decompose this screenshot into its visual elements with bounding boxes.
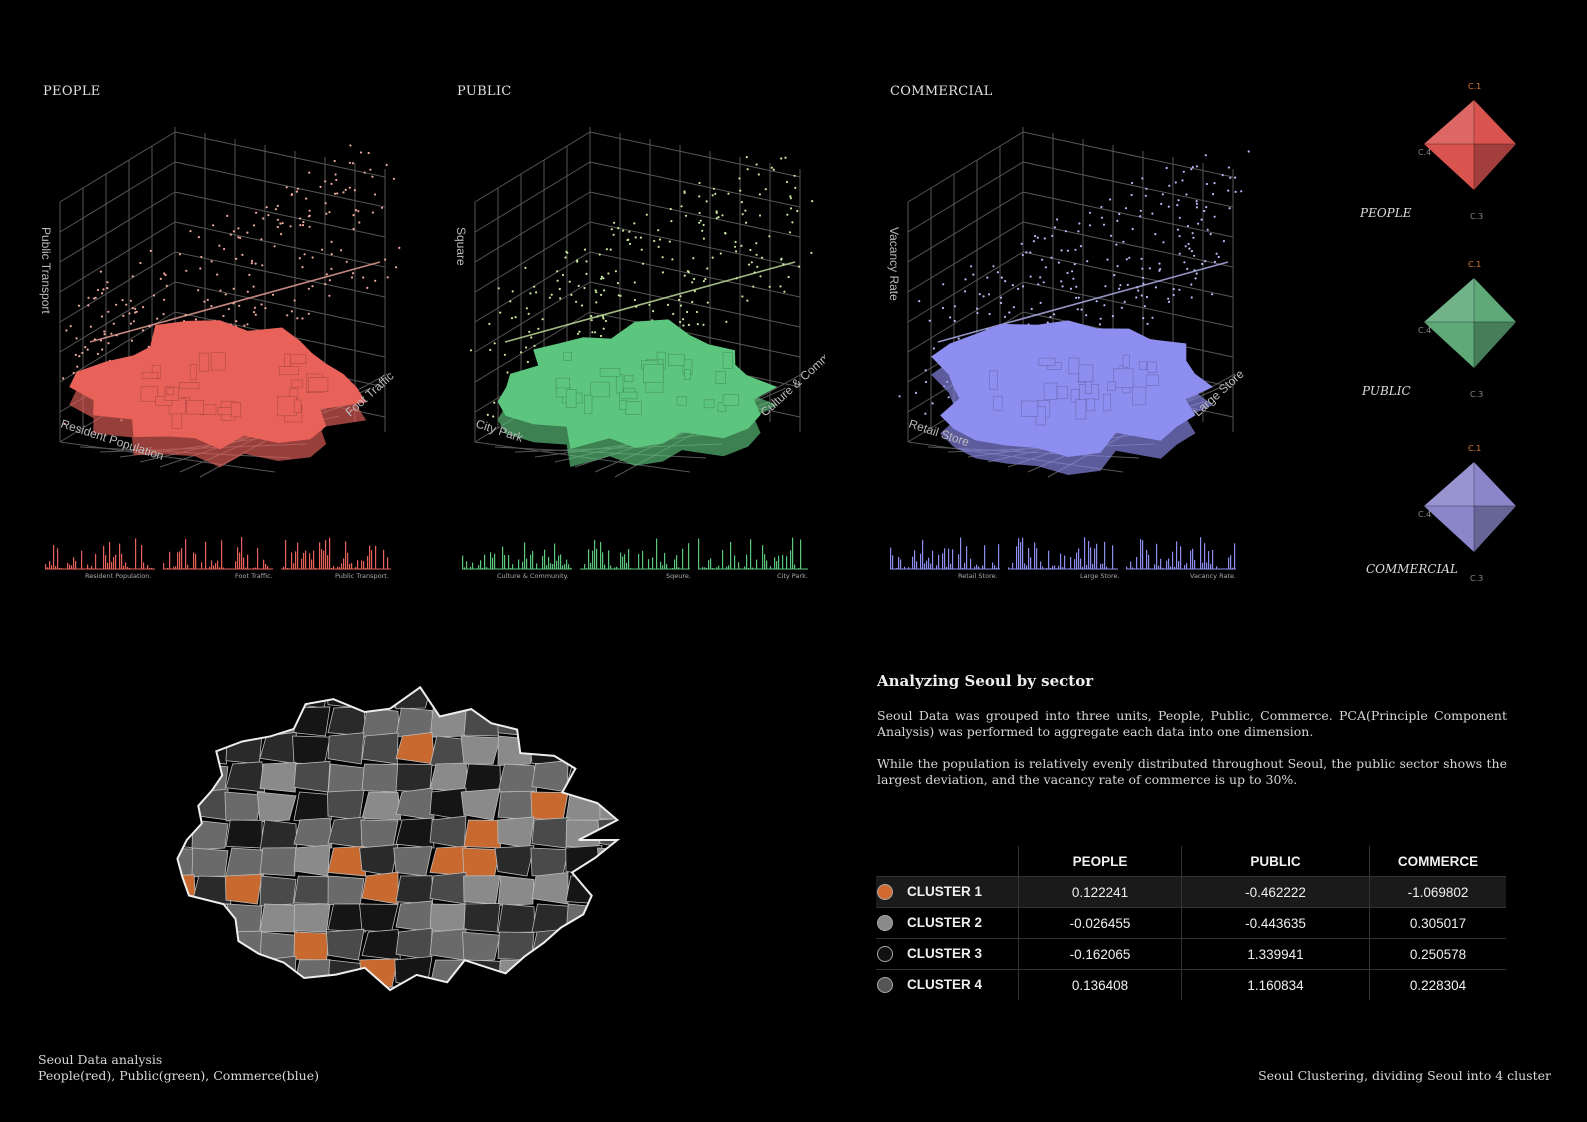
hist-label: City Park.	[777, 572, 808, 580]
radar-label-c1: C.1	[1468, 444, 1482, 453]
footer-line-1: Seoul Data analysis	[38, 1052, 163, 1067]
cluster-label: CLUSTER 1	[907, 883, 983, 899]
radar-people: C.1 C.4 C.3 PEOPLE	[1330, 78, 1570, 248]
table-cell: 1.339941	[1181, 938, 1370, 970]
table-header	[876, 846, 1019, 877]
axis-label-vertical: Square	[454, 227, 468, 266]
analysis-title: Analyzing Seoul by sector	[877, 672, 1094, 690]
footer-caption-right: Seoul Clustering, dividing Seoul into 4 …	[1258, 1068, 1551, 1083]
seoul-cluster-map	[176, 685, 621, 992]
table-cell: 0.122241	[1018, 876, 1182, 908]
cluster-label-cell: CLUSTER 4	[876, 969, 1019, 1000]
panel-title-commercial: COMMERCIAL	[890, 84, 993, 99]
hist-label: Sqeure.	[666, 572, 691, 580]
radar-commercial: C.1 C.4 C.3 COMMERCIAL	[1330, 440, 1570, 610]
hist-label: Public Transport.	[335, 572, 389, 580]
radar-public: C.1 C.4 C.3 PUBLIC	[1330, 256, 1570, 426]
cluster-label-cell: CLUSTER 1	[876, 876, 1019, 908]
hist-label: Resident Population.	[85, 572, 152, 580]
radar-label-c4: C.4	[1418, 510, 1432, 519]
radar-name: COMMERCIAL	[1366, 562, 1458, 576]
radar-label-c1: C.1	[1468, 260, 1482, 269]
axis-label-vertical: Vacancy Rate	[887, 227, 901, 301]
panel-title-public: PUBLIC	[457, 84, 512, 99]
radar-name: PEOPLE	[1360, 206, 1412, 220]
table-header: PUBLIC	[1181, 846, 1370, 877]
table-row: CLUSTER 4 0.136408 1.160834 0.228304	[876, 969, 1506, 1000]
table-row: CLUSTER 1 0.122241 -0.462222 -1.069802	[876, 876, 1506, 908]
panel-title-people: PEOPLE	[43, 84, 101, 99]
hist-label: Retail Store.	[958, 572, 998, 580]
table-row: CLUSTER 3 -0.162065 1.339941 0.250578	[876, 938, 1506, 970]
cluster-color-dot	[877, 884, 893, 901]
table-header: PEOPLE	[1018, 846, 1182, 877]
cluster-color-dot	[877, 915, 893, 932]
table-cell: -0.162065	[1018, 938, 1182, 970]
hist-label: Vacancy Rate.	[1190, 572, 1237, 580]
histogram-people: Resident Population. Foot Traffic. Publi…	[45, 530, 395, 580]
radar-label-c3: C.3	[1470, 212, 1484, 221]
table-row: CLUSTER 2 -0.026455 -0.443635 0.305017	[876, 907, 1506, 939]
table-cell: 0.228304	[1369, 969, 1506, 1000]
analysis-paragraph-1: Seoul Data was grouped into three units,…	[877, 708, 1507, 739]
table-cell: -0.462222	[1181, 876, 1370, 908]
table-cell: -0.026455	[1018, 907, 1182, 939]
footer-caption-left: Seoul Data analysis People(red), Public(…	[38, 1052, 319, 1084]
cluster-color-dot	[877, 977, 893, 994]
histogram-public: Culture & Community. Sqeure. City Park.	[462, 530, 812, 580]
analysis-paragraph-2: While the population is relatively evenl…	[877, 756, 1507, 787]
cluster-label-cell: CLUSTER 2	[876, 907, 1019, 939]
cluster-label: CLUSTER 3	[907, 945, 983, 961]
cluster-color-dot	[877, 946, 893, 963]
radar-label-c3: C.3	[1470, 390, 1484, 399]
table-cell: -1.069802	[1369, 876, 1506, 908]
hist-label: Culture & Community.	[497, 572, 569, 580]
cluster-label-cell: CLUSTER 3	[876, 938, 1019, 970]
footer-line-2: People(red), Public(green), Commerce(blu…	[38, 1068, 319, 1083]
histogram-commercial: Retail Store. Large Store. Vacancy Rate.	[890, 530, 1240, 580]
table-cell: 0.136408	[1018, 969, 1182, 1000]
cluster-label: CLUSTER 2	[907, 914, 983, 930]
table-cell: 0.250578	[1369, 938, 1506, 970]
table-cell: 1.160834	[1181, 969, 1370, 1000]
radar-label-c3: C.3	[1470, 574, 1484, 583]
table-header: COMMERCE	[1369, 846, 1506, 877]
radar-name: PUBLIC	[1362, 384, 1411, 398]
cluster-label: CLUSTER 4	[907, 976, 983, 992]
radar-label-c1: C.1	[1468, 82, 1482, 91]
table-cell: -0.443635	[1181, 907, 1370, 939]
cluster-table: PEOPLE PUBLIC COMMERCE CLUSTER 1 0.122241…	[876, 846, 1506, 1000]
radar-label-c4: C.4	[1418, 326, 1432, 335]
table-cell: 0.305017	[1369, 907, 1506, 939]
axis-label-vertical: Public Transport	[39, 227, 53, 314]
hist-label: Large Store.	[1080, 572, 1120, 580]
table-header-row: PEOPLE PUBLIC COMMERCE	[876, 846, 1506, 877]
radar-label-c4: C.4	[1418, 148, 1432, 157]
hist-label: Foot Traffic.	[235, 572, 273, 580]
axis-label-right: Culture & Community	[758, 333, 825, 420]
